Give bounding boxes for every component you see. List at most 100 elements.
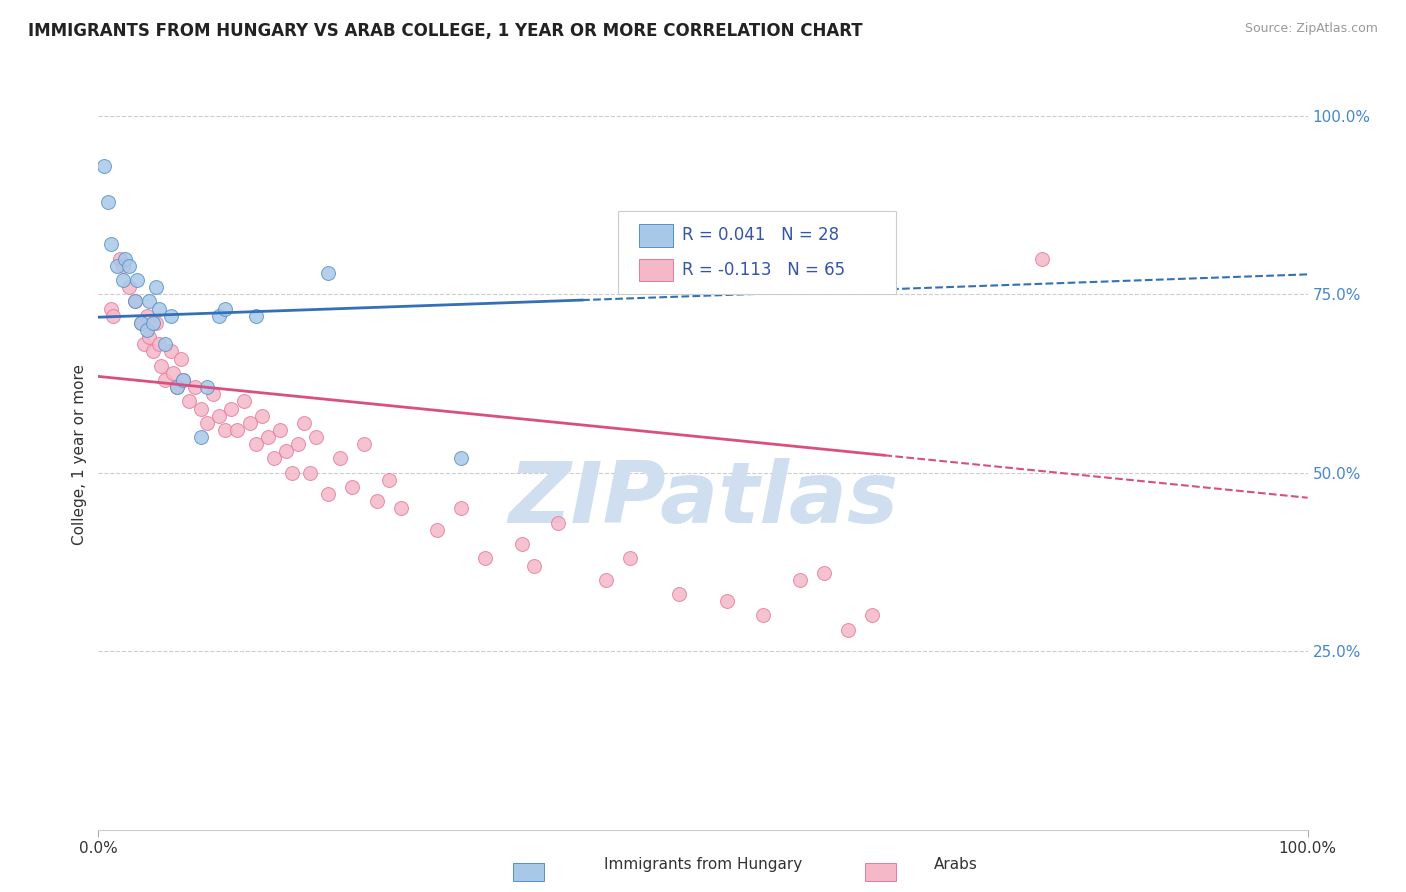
Point [105, 259, 128, 273]
Point [329, 451, 352, 466]
Point [195, 416, 218, 430]
Point [353, 437, 375, 451]
Text: Arabs: Arabs [934, 857, 979, 872]
Point [118, 280, 141, 294]
Point [93, 159, 115, 173]
Text: IMMIGRANTS FROM HUNGARY VS ARAB COLLEGE, 1 YEAR OR MORE CORRELATION CHART: IMMIGRANTS FROM HUNGARY VS ARAB COLLEGE,… [28, 22, 863, 40]
Point [145, 280, 167, 294]
Point [142, 344, 165, 359]
Point [389, 501, 412, 516]
Point [202, 387, 225, 401]
Point [366, 494, 388, 508]
Point [100, 301, 122, 316]
Point [837, 259, 859, 273]
Point [129, 316, 152, 330]
Point [124, 294, 146, 309]
Point [342, 480, 364, 494]
Point [474, 551, 496, 566]
Point [287, 437, 309, 451]
Point [292, 416, 315, 430]
Point [179, 394, 201, 409]
Point [208, 409, 231, 423]
Point [172, 373, 194, 387]
Point [281, 466, 304, 480]
Point [619, 551, 641, 566]
Point [108, 252, 131, 266]
Point [450, 451, 472, 466]
Point [129, 316, 152, 330]
Point [101, 309, 124, 323]
Point [595, 573, 617, 587]
Point [184, 380, 207, 394]
Point [160, 344, 183, 359]
Point [138, 330, 160, 344]
Point [190, 430, 212, 444]
FancyBboxPatch shape [638, 224, 673, 246]
Text: ZIPatlas: ZIPatlas [508, 458, 898, 541]
Point [169, 351, 191, 366]
Point [114, 252, 136, 266]
Point [256, 430, 278, 444]
Point [162, 366, 184, 380]
Point [214, 301, 236, 316]
Point [245, 309, 267, 323]
Point [111, 259, 134, 273]
Point [208, 309, 231, 323]
Point [269, 423, 291, 437]
Point [274, 444, 297, 458]
Point [135, 309, 157, 323]
Point [299, 466, 322, 480]
Point [860, 608, 883, 623]
Point [100, 237, 122, 252]
Point [214, 423, 236, 437]
Point [752, 608, 775, 623]
Point [138, 294, 160, 309]
Point [145, 316, 167, 330]
Point [668, 587, 690, 601]
Point [450, 501, 472, 516]
Point [148, 337, 170, 351]
Point [166, 380, 188, 394]
Point [127, 273, 149, 287]
Point [789, 573, 811, 587]
Point [813, 566, 835, 580]
Point [239, 416, 262, 430]
Text: R = 0.041   N = 28: R = 0.041 N = 28 [682, 227, 839, 244]
Point [190, 401, 212, 416]
Text: Immigrants from Hungary: Immigrants from Hungary [603, 857, 803, 872]
Point [97, 194, 120, 209]
FancyBboxPatch shape [619, 211, 897, 293]
Point [195, 380, 218, 394]
Point [377, 473, 399, 487]
Point [111, 273, 134, 287]
Point [148, 301, 170, 316]
Point [263, 451, 285, 466]
Point [160, 309, 183, 323]
Point [316, 266, 339, 280]
Point [510, 537, 533, 551]
Point [716, 594, 738, 608]
Point [226, 423, 249, 437]
Point [166, 380, 188, 394]
Point [124, 294, 146, 309]
Point [305, 430, 328, 444]
Point [135, 323, 157, 337]
Point [716, 273, 738, 287]
Point [250, 409, 273, 423]
Point [1031, 252, 1053, 266]
Point [426, 523, 449, 537]
Y-axis label: College, 1 year or more: College, 1 year or more [72, 365, 87, 545]
Text: Source: ZipAtlas.com: Source: ZipAtlas.com [1244, 22, 1378, 36]
Point [232, 394, 254, 409]
Text: R = -0.113   N = 65: R = -0.113 N = 65 [682, 260, 845, 279]
Point [523, 558, 546, 573]
Point [547, 516, 569, 530]
Point [172, 373, 194, 387]
Point [142, 316, 165, 330]
Point [118, 259, 141, 273]
Point [153, 373, 176, 387]
Point [837, 623, 859, 637]
Point [221, 401, 243, 416]
Point [245, 437, 267, 451]
Point [316, 487, 339, 501]
